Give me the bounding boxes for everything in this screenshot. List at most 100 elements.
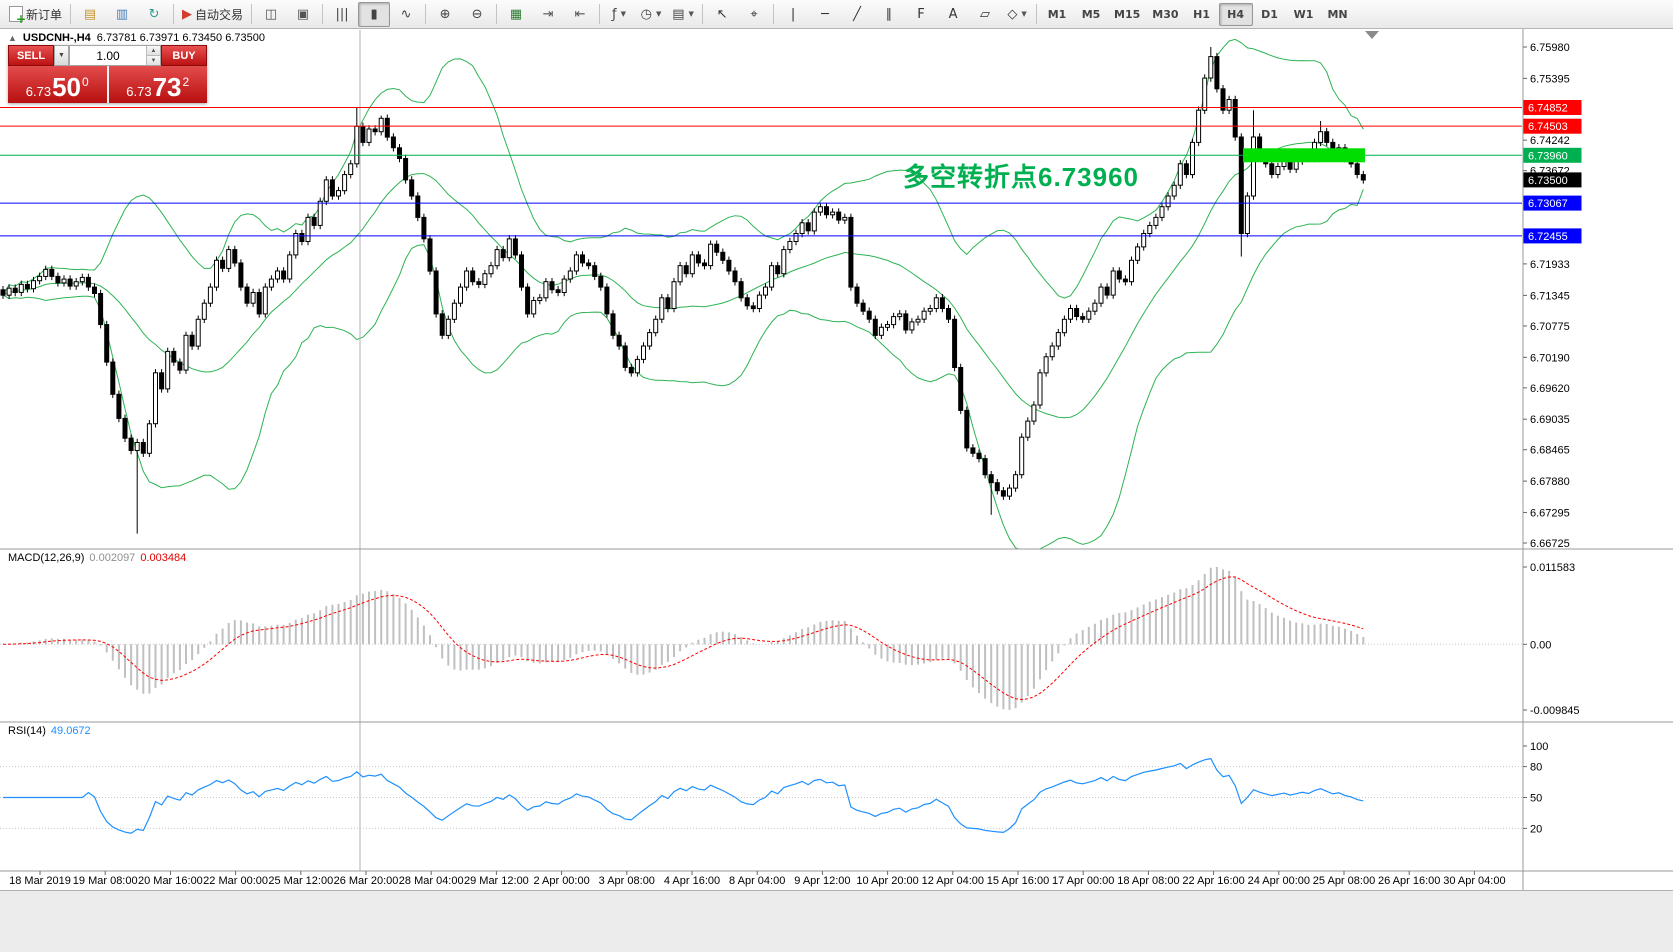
candle xyxy=(1031,404,1037,422)
timeframe-m15-button[interactable]: M15 xyxy=(1108,3,1146,26)
timeframe-h1-button[interactable]: H1 xyxy=(1185,3,1219,26)
line-chart-button[interactable]: ∿ xyxy=(390,2,422,27)
rsi-indicator-label: RSI(14) 49.0672 xyxy=(8,725,91,737)
candle xyxy=(659,297,665,320)
indicators-button[interactable]: ƒ ▼ xyxy=(603,2,635,27)
text-button[interactable]: A xyxy=(937,2,969,27)
sell-button[interactable]: SELL xyxy=(8,45,54,66)
timeframe-h4-button[interactable]: H4 xyxy=(1218,2,1253,26)
candle xyxy=(842,216,848,221)
price-axis[interactable]: 6.759806.753956.742426.736726.719336.713… xyxy=(1523,42,1582,835)
buy-price-big: 73 xyxy=(152,71,182,102)
candle xyxy=(55,275,61,284)
candle xyxy=(964,409,970,449)
templates-button[interactable]: ▤ ▼ xyxy=(667,2,699,27)
candle xyxy=(256,292,262,315)
candle xyxy=(750,305,756,310)
order-options-dropdown[interactable]: ▼ xyxy=(54,45,69,66)
profiles-button[interactable]: ▥ xyxy=(106,2,138,27)
candle xyxy=(824,206,829,216)
chart-shift-marker-icon[interactable] xyxy=(1365,31,1379,39)
sell-price-button[interactable]: 6.73 50 0 xyxy=(8,66,109,103)
candle xyxy=(336,190,341,197)
time-tick-label: 25 Apr 08:00 xyxy=(1313,875,1375,887)
market-watch-button-icon: ↻ xyxy=(148,6,160,22)
candle xyxy=(207,286,213,304)
buy-price-button[interactable]: 6.73 73 2 xyxy=(108,66,207,103)
volume-increase-button[interactable]: ▲ xyxy=(147,46,160,56)
candle xyxy=(714,243,720,253)
autotrading-button-icon: ▶ xyxy=(182,6,193,22)
autotrading-button[interactable]: ▶ 自动交易 xyxy=(177,2,248,27)
candlestick-chart-button[interactable]: ▮ xyxy=(358,1,391,27)
trendline-button[interactable]: ╱ xyxy=(841,2,873,27)
channel-button[interactable]: ∥ xyxy=(873,2,905,27)
toolbar-separator xyxy=(496,4,498,24)
zoom-in-button[interactable]: ⊕ xyxy=(429,2,461,27)
candle xyxy=(470,270,476,283)
candle xyxy=(1141,233,1147,248)
volume-decrease-button[interactable]: ▼ xyxy=(147,56,160,65)
candle xyxy=(171,350,177,363)
horizontal-line-button[interactable]: ─ xyxy=(809,2,841,27)
rsi-axis-label: 20 xyxy=(1530,823,1542,835)
collapse-panel-icon[interactable]: ▲ xyxy=(8,33,17,43)
candle xyxy=(403,158,409,181)
candle xyxy=(1293,160,1299,170)
periods-button[interactable]: ◷ ▼ xyxy=(635,2,667,27)
cursor-button[interactable]: ↖ xyxy=(706,2,738,27)
fibonacci-button[interactable]: F xyxy=(905,2,937,27)
new-chart-button[interactable]: ▤ xyxy=(74,2,106,27)
candle xyxy=(427,238,433,272)
grid-button[interactable]: ▦ xyxy=(500,2,532,27)
timeframe-w1-button[interactable]: W1 xyxy=(1287,3,1321,26)
candle xyxy=(18,283,24,293)
chart-shift-button[interactable]: ⇤ xyxy=(564,2,596,27)
candle xyxy=(195,318,201,347)
chart-text-annotation[interactable]: 多空转折点6.73960 xyxy=(903,162,1139,192)
label-button-icon: ▱ xyxy=(980,6,991,22)
candle xyxy=(769,265,775,288)
shapes-button[interactable]: ◇ ▼ xyxy=(1001,2,1033,27)
new-order-button[interactable]: 新订单 xyxy=(4,2,67,27)
candle xyxy=(756,294,762,310)
candle xyxy=(232,249,238,264)
time-axis[interactable]: 18 Mar 2019 19 Mar 08:00 20 Mar 16:00 22 Ma… xyxy=(9,871,1506,887)
price-tick-label: 6.68465 xyxy=(1530,445,1570,457)
buy-button[interactable]: BUY xyxy=(161,45,207,66)
zoom-out-button[interactable]: ⊖ xyxy=(461,2,493,27)
macd-indicator-label: MACD(12,26,9) 0.002097 0.003484 xyxy=(8,552,186,564)
cascade-windows-button[interactable]: ▣ xyxy=(287,2,319,27)
price-badge-6.73960 xyxy=(1523,147,1582,163)
candlestick-series xyxy=(0,47,1366,534)
auto-scroll-button[interactable]: ⇥ xyxy=(532,2,564,27)
candle xyxy=(6,287,12,296)
timeframe-d1-button[interactable]: D1 xyxy=(1253,3,1287,26)
candle xyxy=(909,321,915,331)
tile-windows-button[interactable]: ◫ xyxy=(255,2,287,27)
highlight-box[interactable] xyxy=(1243,148,1365,163)
label-button[interactable]: ▱ xyxy=(969,2,1001,27)
candle xyxy=(915,318,921,323)
candle xyxy=(793,233,799,242)
price-tick-label: 6.75980 xyxy=(1530,42,1570,54)
vertical-line-button[interactable]: | xyxy=(777,2,809,27)
candle xyxy=(140,442,146,454)
bar-chart-button[interactable]: ||| xyxy=(326,2,358,27)
timeframe-mn-button[interactable]: MN xyxy=(1321,3,1355,26)
candle xyxy=(305,216,311,242)
timeframe-m30-button[interactable]: M30 xyxy=(1146,3,1184,26)
timeframe-label: M1 xyxy=(1047,7,1067,21)
timeframe-m5-button[interactable]: M5 xyxy=(1074,3,1108,26)
candle xyxy=(561,278,567,294)
market-watch-button[interactable]: ↻ xyxy=(138,2,170,27)
candle xyxy=(445,318,451,336)
timeframe-m1-button[interactable]: M1 xyxy=(1040,3,1074,26)
volume-input[interactable] xyxy=(70,46,146,65)
chart-background xyxy=(0,29,1673,890)
time-tick-label: 24 Apr 00:00 xyxy=(1248,875,1310,887)
crosshair-button[interactable]: ⌖ xyxy=(738,2,770,27)
price-tick-label: 6.75395 xyxy=(1530,73,1570,85)
dropdown-arrow-icon: ▼ xyxy=(1021,10,1027,18)
